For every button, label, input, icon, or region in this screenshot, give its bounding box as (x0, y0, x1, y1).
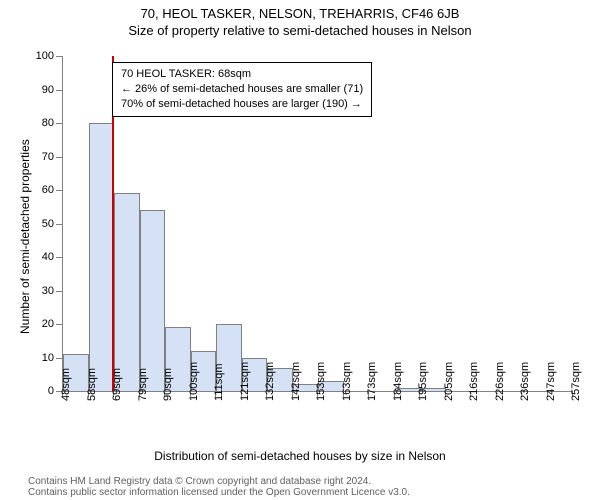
y-tick-mark (56, 224, 62, 225)
info-box-line3: 70% of semi-detached houses are larger (… (121, 97, 363, 112)
y-tick-label: 60 (28, 184, 54, 196)
histogram-bar (114, 193, 140, 391)
y-axis-label: Number of semi-detached properties (18, 139, 32, 334)
y-tick-mark (56, 123, 62, 124)
info-box-line2: ← 26% of semi-detached houses are smalle… (121, 82, 363, 97)
y-tick-mark (56, 358, 62, 359)
chart-container: 70, HEOL TASKER, NELSON, TREHARRIS, CF46… (0, 6, 600, 500)
y-tick-label: 80 (28, 117, 54, 129)
y-tick-mark (56, 56, 62, 57)
histogram-bar (140, 210, 166, 391)
footer-line1: Contains HM Land Registry data © Crown c… (28, 476, 410, 487)
y-tick-label: 30 (28, 285, 54, 297)
y-tick-label: 90 (28, 84, 54, 96)
footer-line2: Contains public sector information licen… (28, 487, 410, 498)
y-tick-label: 100 (28, 50, 54, 62)
y-tick-mark (56, 291, 62, 292)
footer: Contains HM Land Registry data © Crown c… (28, 476, 410, 498)
chart-subtitle: Size of property relative to semi-detach… (0, 23, 600, 38)
chart-title: 70, HEOL TASKER, NELSON, TREHARRIS, CF46… (0, 6, 600, 21)
info-box: 70 HEOL TASKER: 68sqm ← 26% of semi-deta… (112, 62, 372, 117)
y-tick-label: 40 (28, 251, 54, 263)
y-tick-mark (56, 157, 62, 158)
y-tick-label: 0 (28, 385, 54, 397)
histogram-bar (89, 123, 115, 391)
y-tick-label: 20 (28, 318, 54, 330)
y-tick-mark (56, 190, 62, 191)
x-axis-label: Distribution of semi-detached houses by … (0, 449, 600, 463)
y-tick-mark (56, 257, 62, 258)
y-tick-mark (56, 324, 62, 325)
y-tick-label: 10 (28, 352, 54, 364)
y-tick-label: 50 (28, 218, 54, 230)
y-tick-label: 70 (28, 151, 54, 163)
info-box-line1: 70 HEOL TASKER: 68sqm (121, 67, 363, 82)
y-tick-mark (56, 90, 62, 91)
